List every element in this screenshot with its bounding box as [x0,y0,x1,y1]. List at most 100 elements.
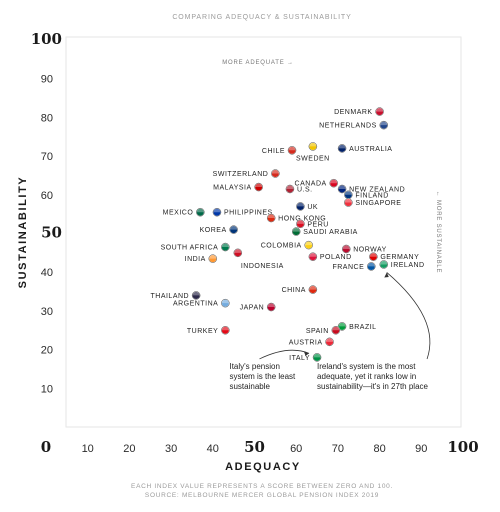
more-adequate-label: MORE ADEQUATE → [222,60,294,66]
point-label: BRAZIL [349,324,377,331]
flag-outline [291,227,301,236]
flag-highlight [233,248,242,253]
point-label: FRANCE [332,264,364,271]
country-point: BRAZIL [337,321,377,331]
flag-outline [254,182,263,192]
flag-highlight [271,169,280,174]
flag-outline [337,322,347,331]
flag-highlight [338,322,347,327]
country-point: TURKEY [187,325,230,335]
flag-highlight [344,190,353,195]
point-label: ITALY [289,355,310,362]
footer-note: EACH INDEX VALUE REPRESENTS A SCORE BETW… [131,483,393,490]
country-point: INDIA [185,254,218,263]
y-tick-label: 10 [41,383,53,395]
country-point: SINGAPORE [343,198,401,207]
flag-outline [266,302,276,312]
point-label: SAUDI ARABIA [303,229,358,236]
country-point: U.S. [285,184,313,193]
point-label: CHINA [282,287,306,294]
annotation-text: Italy's pension [229,362,279,371]
point-label: NORWAY [353,246,387,253]
country-point: ARGENTINA [173,298,230,308]
y-tick-label: 60 [41,190,53,202]
flag-outline [229,225,238,234]
country-point: CHILE [262,145,297,155]
country-point: PHILIPPINES [212,207,273,217]
flag-highlight [221,243,230,248]
flag-highlight [208,254,217,259]
annotation-arrow [386,272,431,360]
flag-outline [287,146,297,155]
flag-outline [379,260,389,269]
flag-highlight [292,227,301,232]
flag-outline [337,144,347,153]
flag-highlight [304,241,313,246]
flag-highlight [342,244,351,249]
country-point: SWEDEN [296,142,330,162]
point-label: JAPAN [240,305,265,312]
y-axis-label: SUSTAINABILITY [17,176,29,289]
flag-highlight [308,252,317,257]
point-label: MALAYSIA [213,185,252,192]
annotation-arrowhead [304,351,310,356]
y-tick-label: 30 [41,306,53,318]
flag-highlight [296,219,305,224]
point-label: U.S. [297,186,313,193]
annotation-text: Ireland's system is the most [317,362,416,371]
point-label: KOREA [200,227,227,234]
point-label: ARGENTINA [173,301,218,308]
flag-outline [308,285,318,294]
flag-highlight [338,184,347,189]
point-label: UK [307,204,318,211]
flag-highlight [329,179,338,184]
flag-outline [221,298,230,308]
country-point: MALAYSIA [213,182,264,192]
point-label: DENMARK [334,109,373,116]
country-point: THAILAND [150,291,201,300]
country-point: ITALY [289,352,322,362]
flag-outline [208,254,218,263]
country-point: NEW ZEALAND [337,184,405,193]
plot-frame [65,36,462,428]
point-label: PHILIPPINES [224,210,273,217]
x-tick-label: 10 [82,443,94,455]
chart-supertitle: COMPARING ADEQUACY & SUSTAINABILITY [172,14,351,21]
annotation-text: adequate, yet it ranks low in [317,372,416,381]
country-point: INDONESIA [233,248,284,270]
country-point: JAPAN [240,302,276,312]
flag-highlight [313,353,322,358]
flag-highlight [369,252,378,257]
flag-outline [369,252,378,261]
x-tick-label: 80 [373,443,385,455]
country-point: KOREA [200,225,239,234]
y-tick-label: 100 [31,30,62,48]
point-label: INDONESIA [241,263,284,270]
point-label: NEW ZEALAND [349,186,405,193]
point-label: IRELAND [391,262,425,269]
flag-outline [312,353,322,362]
point-label: SWITZERLAND [213,171,269,178]
flag-highlight [375,107,384,112]
y-axis-ticks: 10 20 30 40 50 60 70 80 90 100 [31,30,62,395]
point-label: AUSTRALIA [349,146,392,153]
point-label: INDIA [185,256,206,263]
flag-highlight [296,202,305,207]
country-point: SPAIN [306,325,341,335]
point-label: SWEDEN [296,155,330,162]
country-point: FINLAND [343,190,388,199]
x-tick-label: 20 [123,443,135,455]
country-point: PERU [295,219,328,228]
country-point: AUSTRIA [289,337,334,346]
x-tick-label: 50 [244,438,265,456]
country-point: SOUTH AFRICA [161,242,230,252]
point-label: CHILE [262,148,285,155]
point-label: CANADA [295,181,327,188]
flag-highlight [331,326,340,331]
flag-highlight [344,198,353,203]
y-tick-label: 20 [41,345,53,357]
flag-outline [308,252,318,261]
country-point: GERMANY [368,252,419,261]
flag-highlight [221,299,230,304]
